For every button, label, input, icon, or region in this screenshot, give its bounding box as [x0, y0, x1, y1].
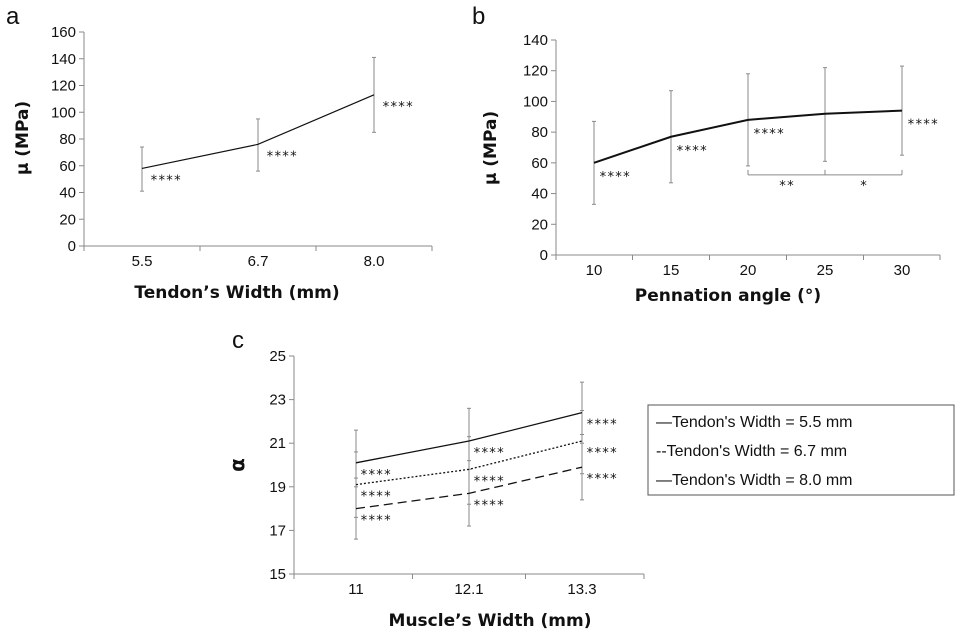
panel-a-xtick-label: 8.0 [364, 253, 385, 270]
panel-a-label: a [6, 3, 20, 30]
legend-entry-5-5: —Tendon's Width = 5.5 mm [656, 414, 852, 431]
panel-c-xtick-label: 13.3 [567, 581, 596, 598]
panel-b-significance: **** [753, 127, 784, 142]
panel-c-ytick-label: 17 [269, 522, 286, 539]
panel-c-series-2-significance: **** [473, 498, 504, 513]
panel-b-ytick-label: 80 [531, 124, 548, 141]
panel-c-label: c [232, 327, 244, 354]
panel-b-ytick-label: 60 [531, 155, 548, 172]
panel-a-ytick-label: 160 [51, 24, 76, 41]
panel-b-ytick-label: 0 [540, 247, 548, 264]
panel-c-series-2-line [355, 466, 583, 510]
panel-a-ytick-label: 0 [68, 238, 76, 255]
panel-b-label: b [472, 3, 485, 30]
panel-c-xtick-label: 11 [348, 581, 364, 598]
panel-a-ytick-label: 120 [51, 78, 76, 95]
panel-b-xtick-label: 20 [740, 262, 757, 279]
panel-b-ylabel: μ (MPa) [481, 111, 501, 185]
panel-b-bracket-label: ** [779, 179, 795, 194]
panel-b-significance: **** [599, 170, 630, 185]
panel-b-series-line [593, 109, 903, 164]
panel-a-significance: **** [382, 100, 413, 115]
panel-b-significance: **** [676, 144, 707, 159]
panel-b-ytick-label: 40 [531, 186, 548, 203]
panel-a-significance: **** [266, 149, 297, 164]
panel-c-ytick-label: 25 [269, 348, 286, 365]
panel-a-xtick-label: 5.5 [132, 253, 153, 270]
panel-b-xlabel: Pennation angle (°) [635, 286, 821, 306]
panel-b-xtick-label: 30 [894, 262, 911, 279]
panel-c-series-0-significance: **** [473, 446, 504, 461]
panel-c-xtick-label: 12.1 [454, 581, 483, 598]
panel-a-ytick-label: 140 [51, 51, 76, 68]
panel-a-ytick-label: 20 [59, 211, 76, 228]
panel-a-significance: **** [150, 173, 181, 188]
panel-a-ytick-label: 40 [59, 185, 76, 202]
panel-c-series-1-significance: **** [473, 474, 504, 489]
panel-b-xtick-label: 10 [586, 262, 603, 279]
panel-c-xlabel: Muscle’s Width (mm) [389, 611, 592, 631]
legend-box [647, 404, 955, 496]
panel-c-ytick-label: 15 [269, 566, 286, 583]
panel-b-xtick-label: 15 [663, 262, 680, 279]
legend-entry-8-0: —Tendon's Width = 8.0 mm [656, 472, 852, 489]
panel-c-legend: —Tendon's Width = 5.5 mm --Tendon's Widt… [647, 404, 955, 496]
panel-c-ytick-label: 19 [269, 479, 286, 496]
panel-a-ytick-label: 100 [51, 104, 76, 121]
panel-a-plot: 0 20 40 60 80 100 120 140 160 5.5 6.7 8.0 **** **** **… [51, 24, 433, 270]
panel-c-ytick-label: 23 [269, 392, 286, 409]
panel-c-series-2-significance: **** [586, 472, 617, 487]
panel-b-ytick-label: 140 [523, 32, 548, 49]
panel-a-ytick-label: 80 [59, 131, 76, 148]
panel-c-series-2-significance: **** [360, 514, 391, 529]
panel-a-xlabel: Tendon’s Width (mm) [134, 283, 339, 303]
legend-entry-6-7: --Tendon's Width = 6.7 mm [656, 443, 847, 460]
panel-c-series-0-significance: **** [360, 468, 391, 483]
panel-b-ytick-label: 20 [531, 216, 548, 233]
panel-c-plot: 15 17 19 21 23 25 11 12.1 13.3 **** **** **** **** **… [269, 348, 645, 598]
panel-c-series-0-line [355, 412, 583, 464]
panel-b-significance: **** [907, 118, 938, 133]
panel-a-ylabel: μ (MPa) [13, 101, 33, 175]
panel-b-ytick-label: 100 [523, 93, 548, 110]
panel-b-bracket-label: * [860, 179, 868, 194]
panel-b-ytick-label: 120 [523, 63, 548, 80]
panel-c-series-0-significance: **** [586, 418, 617, 433]
panel-c-ylabel: α [225, 458, 249, 472]
panel-a-ytick-label: 60 [59, 158, 76, 175]
panel-c-series-1-significance: **** [586, 446, 617, 461]
panel-b-xtick-label: 25 [817, 262, 834, 279]
panel-a-xtick-label: 6.7 [248, 253, 269, 270]
panel-c-series-1-significance: **** [360, 490, 391, 505]
panel-c-ytick-label: 21 [269, 435, 286, 452]
panel-a-series-line [141, 94, 375, 170]
